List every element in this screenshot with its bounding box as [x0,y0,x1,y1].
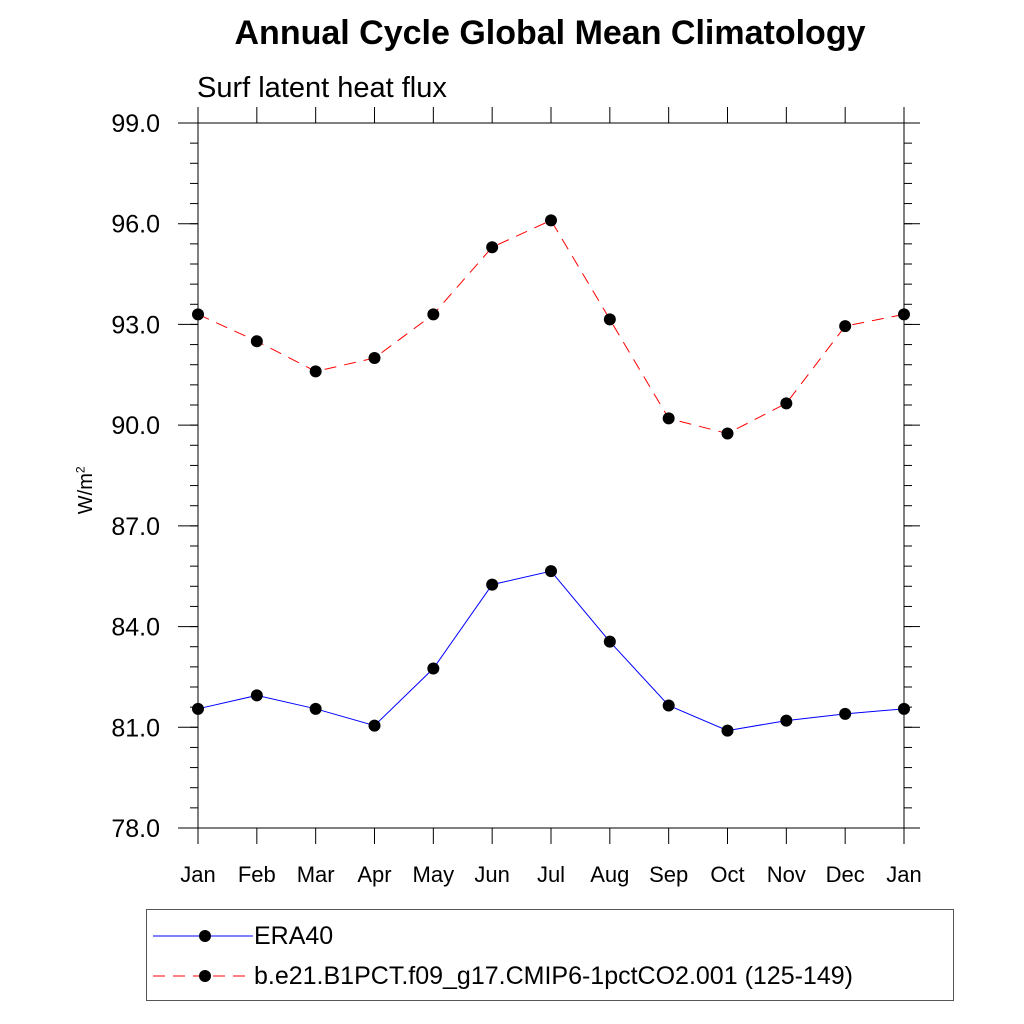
x-tick-label: Apr [357,862,391,887]
legend-entry-era40: ERA40 [147,916,947,956]
x-tick-label: Mar [297,862,335,887]
data-point-s1-5 [486,241,499,254]
data-point-s1-6 [545,214,557,227]
x-tick-label: Jan [180,862,215,887]
legend-label-model: b.e21.B1PCT.f09_g17.CMIP6-1pctCO2.001 (1… [254,962,853,990]
chart-subtitle: Surf latent heat flux [197,72,447,104]
legend: ERA40 b.e21.B1PCT.f09_g17.CMIP6-1pctCO2.… [146,909,954,1001]
data-point-s1-12 [898,308,910,321]
data-point-s0-3 [368,719,381,732]
y-tick-label: 90.0 [111,412,160,440]
legend-swatch-model [153,970,253,982]
data-point-s0-12 [898,702,910,715]
data-point-s1-1 [250,335,263,348]
x-tick-label: Jun [474,862,509,887]
x-tick-label: Dec [826,862,865,887]
data-point-s1-2 [309,365,322,378]
data-point-s1-11 [839,320,852,333]
x-tick-label: Oct [710,862,744,887]
data-point-s0-2 [309,702,322,715]
series-line-0 [197,570,905,732]
data-point-s0-6 [545,565,557,578]
x-tick-label: Feb [238,862,276,887]
y-tick-label: 93.0 [111,311,160,339]
y-tick-label: 96.0 [111,211,160,239]
chart-title: Annual Cycle Global Mean Climatology [234,14,866,52]
y-tick-label: 78.0 [111,815,160,843]
data-point-s0-8 [662,699,675,712]
data-point-s1-0 [192,308,204,321]
plot-frame [197,122,905,829]
x-tick-label: Jan [886,862,921,887]
x-tick-label: Sep [649,862,688,887]
data-point-s1-8 [662,412,675,425]
x-tick-label: Nov [767,862,806,887]
data-point-s1-7 [603,313,616,326]
data-point-s0-7 [603,635,616,648]
y-tick-label: 99.0 [111,110,160,138]
series-line-1 [197,219,905,435]
legend-label-era40: ERA40 [254,922,334,950]
data-point-s0-10 [780,714,793,727]
data-point-s1-4 [427,308,440,321]
x-tick-label: Jul [537,862,565,887]
data-point-s0-11 [839,707,852,720]
legend-swatch-era40 [153,930,253,942]
data-point-s1-10 [780,397,793,410]
data-point-s0-9 [721,724,734,737]
data-point-s0-4 [427,662,440,675]
x-tick-label: May [413,862,455,887]
y-tick-label: 87.0 [111,513,160,541]
data-point-s0-0 [192,702,204,715]
data-point-s0-5 [486,578,499,591]
legend-entry-model: b.e21.B1PCT.f09_g17.CMIP6-1pctCO2.001 (1… [147,956,947,996]
data-point-s0-1 [250,689,263,702]
data-point-s1-9 [721,427,734,440]
x-tick-label: Aug [590,862,629,887]
data-point-s1-3 [368,352,381,364]
y-tick-label: 84.0 [111,614,160,642]
y-tick-label: 81.0 [111,714,160,742]
